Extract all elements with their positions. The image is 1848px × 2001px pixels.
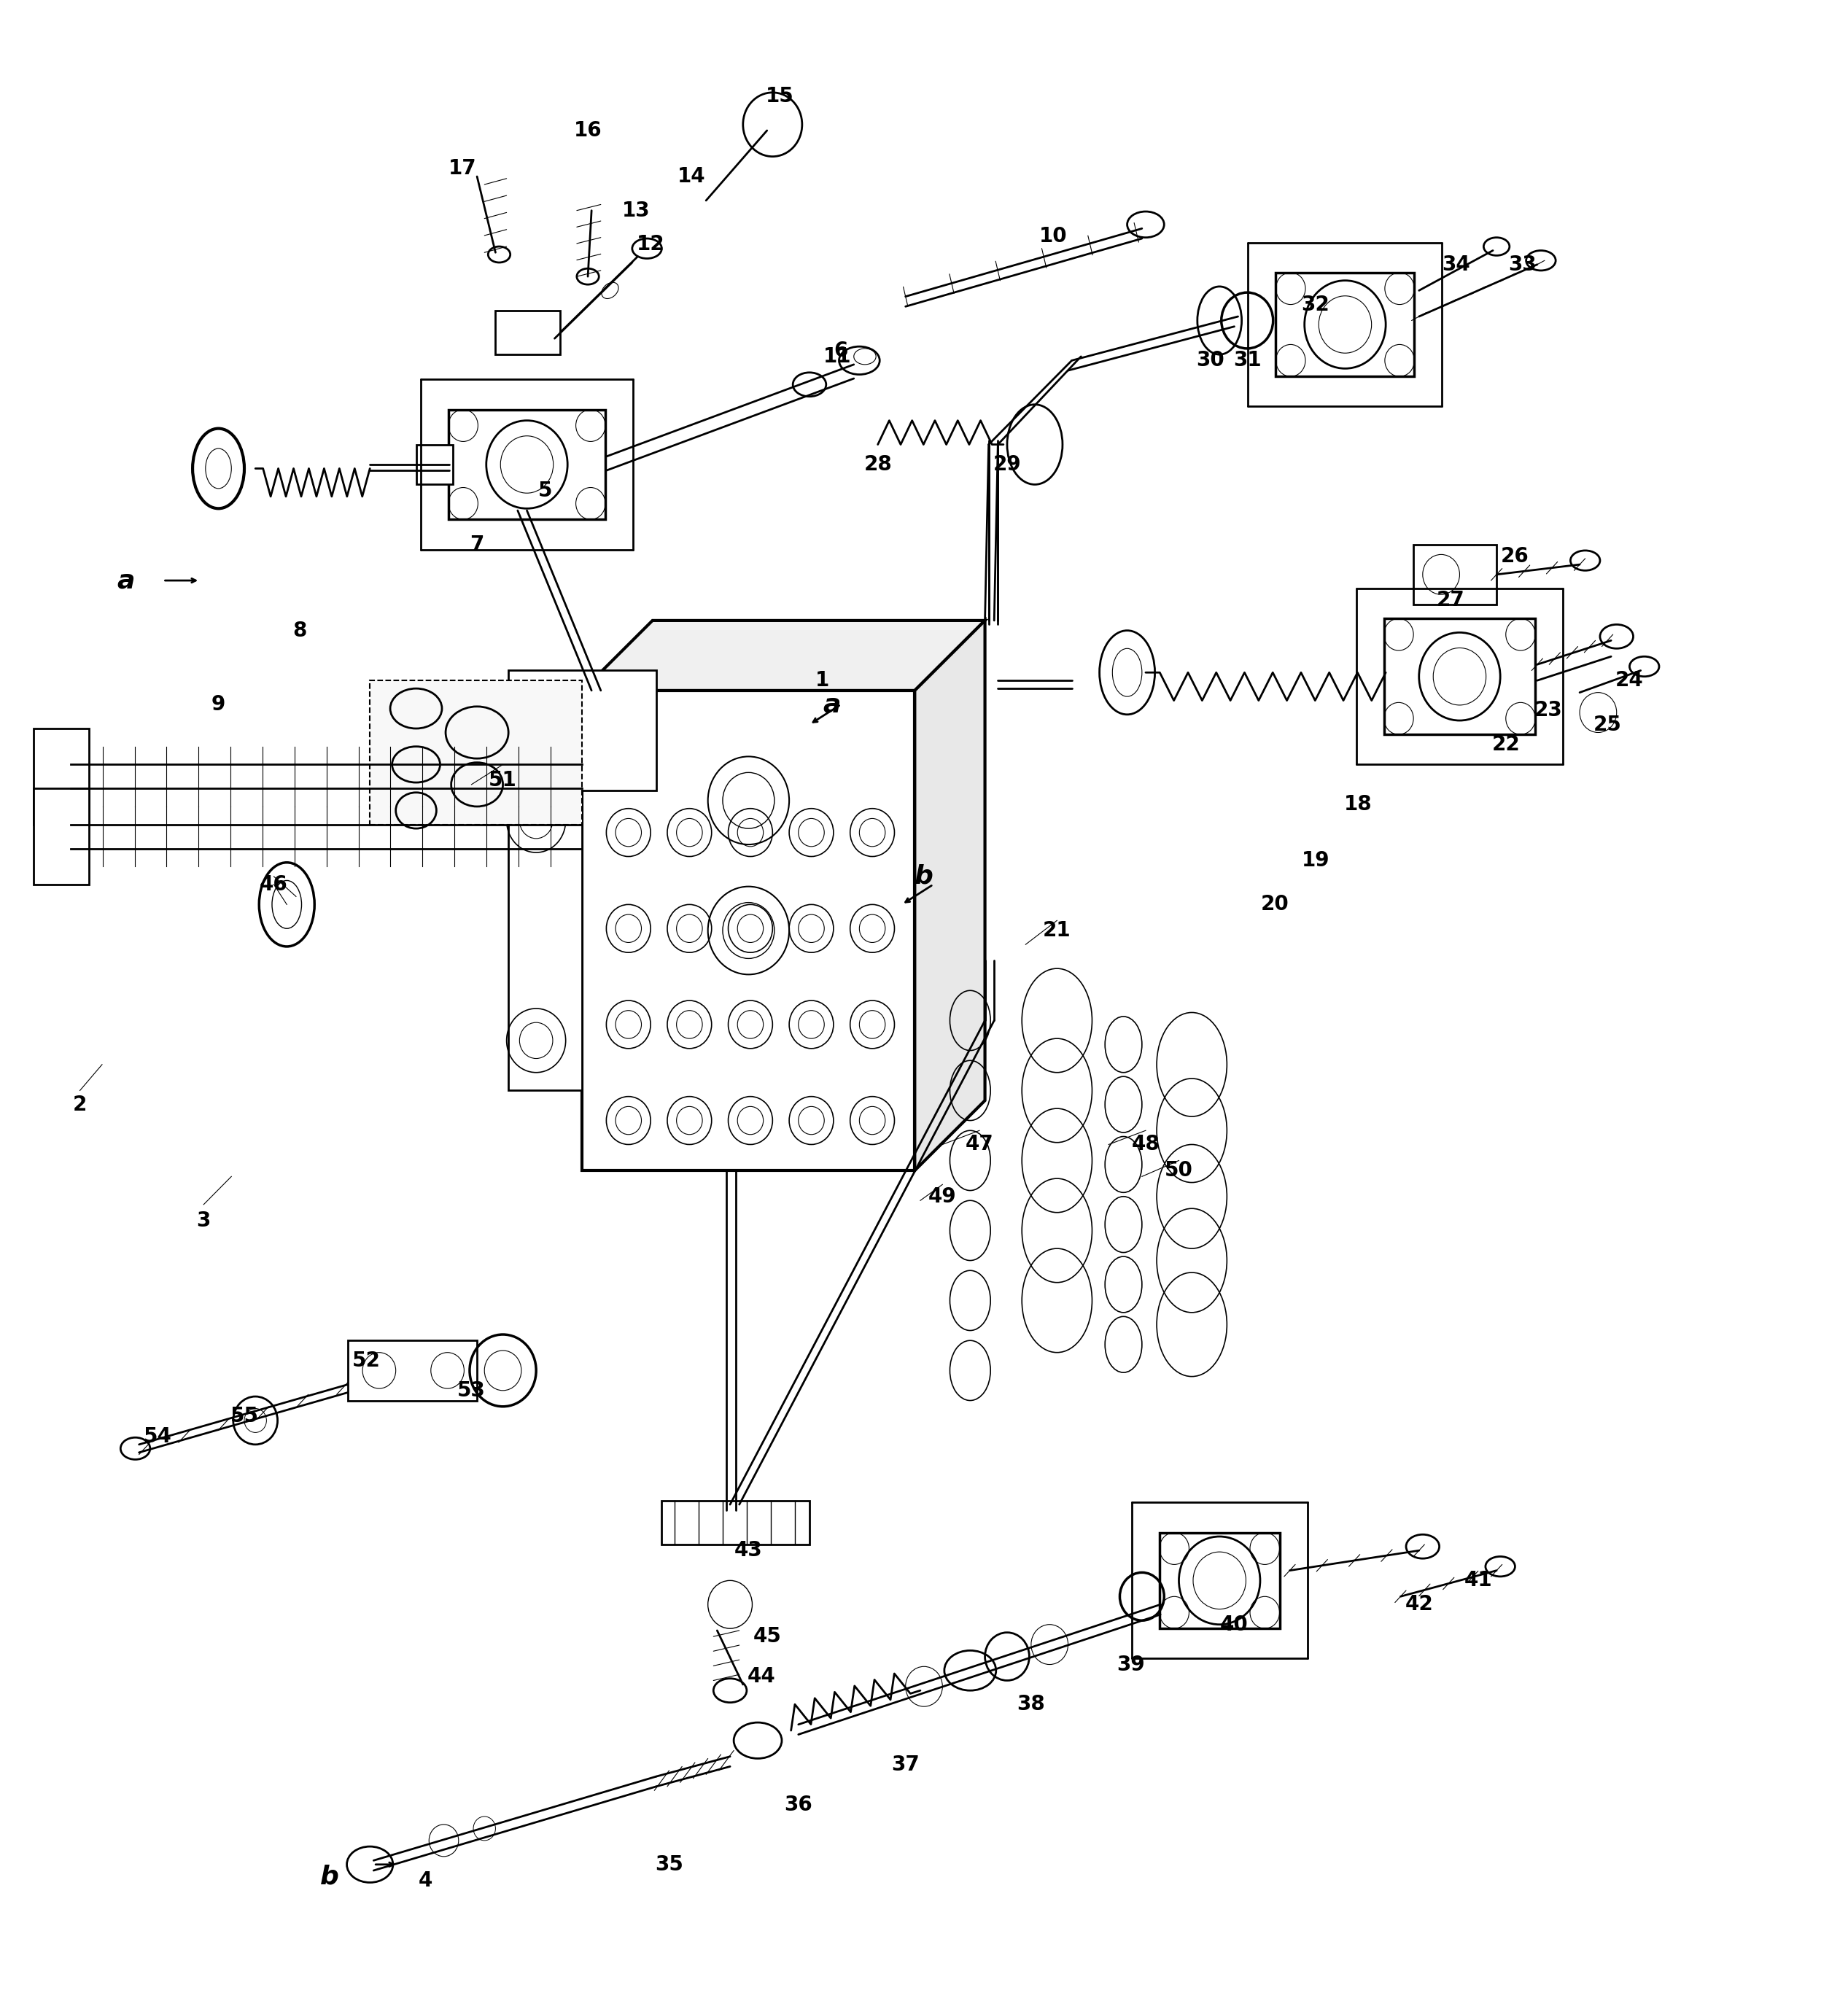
Text: 7: 7 [469,534,484,554]
Text: 16: 16 [573,120,602,140]
Polygon shape [495,310,560,354]
Text: 47: 47 [965,1135,994,1155]
Text: 20: 20 [1260,894,1290,914]
Text: 45: 45 [752,1627,782,1647]
Text: 39: 39 [1116,1655,1146,1675]
Text: 34: 34 [1441,254,1469,274]
Text: b: b [915,864,933,888]
Text: 32: 32 [1301,294,1331,314]
Text: 17: 17 [449,158,477,178]
Text: 53: 53 [456,1381,486,1401]
Text: 14: 14 [676,166,706,186]
Text: 33: 33 [1508,254,1536,274]
Polygon shape [508,770,582,1091]
Text: 1: 1 [815,670,830,690]
Text: 19: 19 [1301,850,1329,870]
Polygon shape [582,690,915,1171]
Text: 21: 21 [1042,920,1072,940]
Text: a: a [822,692,841,716]
Text: 41: 41 [1464,1571,1491,1591]
Text: 9: 9 [211,694,225,714]
Polygon shape [1384,618,1536,734]
Text: 44: 44 [747,1667,776,1687]
Text: 10: 10 [1039,226,1068,246]
Polygon shape [1414,544,1497,604]
Text: 27: 27 [1436,590,1464,610]
Text: 18: 18 [1343,794,1371,814]
Polygon shape [416,444,453,484]
Polygon shape [370,680,582,824]
Text: 52: 52 [351,1351,381,1371]
Text: 35: 35 [654,1855,684,1875]
Text: 26: 26 [1501,546,1528,566]
Text: 37: 37 [891,1755,920,1775]
Text: 4: 4 [418,1871,432,1891]
Text: 40: 40 [1220,1615,1249,1635]
Polygon shape [508,670,656,790]
Text: 49: 49 [928,1187,957,1207]
Polygon shape [1275,272,1414,376]
Polygon shape [347,1341,477,1401]
Text: 48: 48 [1131,1135,1161,1155]
Text: 15: 15 [765,86,795,106]
Text: 31: 31 [1233,350,1262,370]
Text: 42: 42 [1404,1595,1432,1615]
Text: 13: 13 [621,200,650,220]
Text: a: a [116,568,135,592]
Text: 43: 43 [734,1541,763,1561]
Text: 29: 29 [992,454,1022,474]
Text: 46: 46 [261,874,288,894]
Polygon shape [582,620,985,690]
Text: 30: 30 [1196,350,1225,370]
Text: 22: 22 [1491,734,1519,754]
Polygon shape [662,1501,809,1545]
Text: 24: 24 [1615,670,1643,690]
Polygon shape [33,788,89,884]
Text: 2: 2 [72,1095,87,1115]
Text: 8: 8 [292,620,307,640]
Text: 38: 38 [1016,1695,1046,1715]
Text: 5: 5 [538,480,553,500]
Polygon shape [1159,1533,1279,1629]
Text: 6: 6 [833,340,848,360]
Text: 25: 25 [1593,714,1621,734]
Text: 12: 12 [636,234,665,254]
Text: 55: 55 [231,1407,259,1427]
Text: 23: 23 [1534,700,1562,720]
Text: b: b [320,1865,338,1889]
Text: 54: 54 [144,1427,172,1447]
Polygon shape [449,410,606,520]
Text: 50: 50 [1164,1161,1194,1181]
Text: 11: 11 [822,346,852,366]
Text: 28: 28 [863,454,893,474]
Polygon shape [915,620,985,1171]
Text: 51: 51 [488,770,517,790]
Text: 3: 3 [196,1211,211,1231]
Polygon shape [33,728,89,824]
Text: 36: 36 [784,1795,813,1815]
